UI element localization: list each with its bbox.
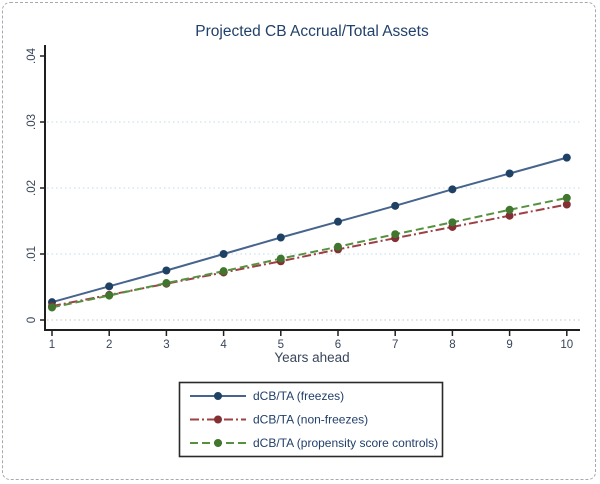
x-tick-label: 4 [220, 339, 227, 351]
legend: dCB/TA (freezes) dCB/TA (non-freezes) dCB/… [178, 381, 444, 458]
data-point-s2-x8 [448, 218, 457, 227]
x-tick-label: 3 [163, 339, 169, 351]
data-point-s0-x4 [219, 250, 228, 258]
data-point-s1-x10 [562, 200, 571, 209]
data-point-s2-x2 [105, 291, 114, 300]
data-point-s2-x10 [562, 193, 571, 202]
x-tick-label: 10 [560, 339, 573, 351]
legend-sample-marker [214, 392, 222, 400]
data-point-s2-x9 [505, 205, 514, 214]
data-point-s0-x6 [334, 217, 342, 226]
data-point-s0-x8 [448, 185, 457, 194]
data-point-s1-x9 [505, 211, 514, 220]
data-point-s0-x3 [162, 266, 171, 275]
legend-box [178, 381, 444, 458]
data-point-s0-x7 [391, 201, 400, 210]
x-tick-label: 2 [106, 339, 112, 351]
y-tick-label: .03 [26, 114, 38, 130]
legend-item-0: dCB/TA (freezes) [190, 389, 344, 403]
data-point-s0-x10 [562, 153, 571, 162]
data-point-s2-x7 [391, 230, 400, 239]
series-line-2 [51, 196, 568, 309]
axis-ticks: 0 .01 .02 .03 .04 1 2 3 4 5 6 7 8 9 10 [26, 47, 573, 351]
data-point-s2-x4 [219, 267, 228, 276]
data-point-s0-x9 [505, 169, 514, 178]
series-layer [48, 153, 571, 312]
legend-label: dCB/TA (freezes) [253, 389, 344, 403]
data-point-s0-x2 [105, 282, 114, 291]
chart-title: Projected CB Accrual/Total Assets [195, 23, 429, 40]
legend-item-2: dCB/TA (propensity score controls) [190, 436, 438, 450]
x-tick-label: 9 [506, 339, 512, 351]
x-tick-label: 7 [392, 339, 398, 351]
x-tick-label: 5 [278, 339, 284, 351]
y-tick-label: .02 [26, 180, 38, 196]
legend-label: dCB/TA (propensity score controls) [253, 436, 438, 450]
y-tick-label: .04 [26, 47, 38, 64]
x-tick-label: 6 [335, 339, 341, 351]
x-axis-title: Years ahead [274, 350, 349, 365]
data-point-s2-x5 [276, 254, 285, 263]
data-point-s0-x5 [276, 233, 285, 242]
y-tick-label: 0 [26, 317, 38, 323]
x-tick-label: 1 [49, 339, 55, 351]
x-tick-label: 8 [449, 339, 455, 351]
series-line-0 [51, 156, 568, 304]
legend-sample-marker [214, 439, 222, 447]
legend-item-1: dCB/TA (non-freezes) [190, 413, 368, 427]
data-point-s2-x6 [334, 242, 342, 251]
y-tick-label: .01 [26, 246, 38, 262]
legend-sample-marker [214, 415, 222, 424]
legend-label: dCB/TA (non-freezes) [253, 413, 368, 427]
gridlines [47, 121, 580, 321]
data-point-s2-x1 [48, 303, 56, 312]
data-point-s2-x3 [162, 279, 171, 288]
